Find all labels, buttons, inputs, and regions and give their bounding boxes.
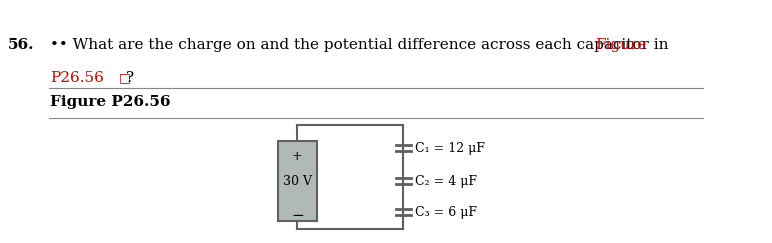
Text: •• What are the charge on and the potential difference across each capacitor in: •• What are the charge on and the potent… [50, 38, 673, 52]
Text: ?: ? [126, 71, 134, 85]
Text: 56.: 56. [7, 38, 34, 52]
Text: Figure: Figure [594, 38, 646, 52]
Text: P26.56: P26.56 [50, 71, 104, 85]
Text: 30 V: 30 V [283, 174, 312, 188]
Text: Figure P26.56: Figure P26.56 [50, 95, 171, 109]
Text: C₃ = 6 μF: C₃ = 6 μF [415, 206, 477, 218]
Text: C₂ = 4 μF: C₂ = 4 μF [415, 174, 477, 188]
Text: □: □ [119, 71, 130, 84]
FancyBboxPatch shape [278, 141, 317, 221]
Text: −: − [291, 209, 304, 223]
Text: C₁ = 12 μF: C₁ = 12 μF [415, 141, 485, 155]
Text: +: + [292, 150, 303, 163]
